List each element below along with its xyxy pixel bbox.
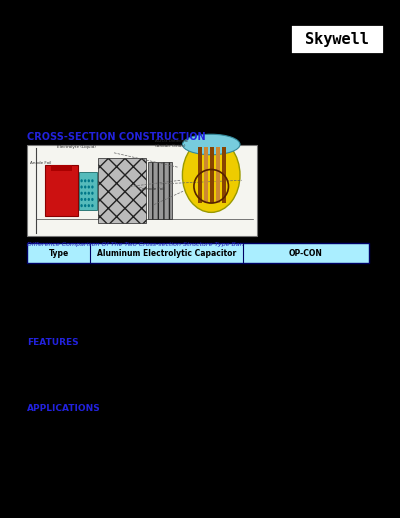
Bar (51, 165, 72, 171)
Circle shape (84, 192, 86, 195)
Circle shape (91, 192, 94, 195)
Text: Electrolyte (Liquid): Electrolyte (Liquid) (57, 145, 96, 149)
Circle shape (84, 198, 86, 201)
Circle shape (91, 185, 94, 189)
Bar (79, 172, 97, 210)
Bar (198, 147, 202, 203)
Circle shape (80, 192, 83, 195)
Circle shape (88, 185, 90, 189)
Text: APPLICATIONS: APPLICATIONS (27, 405, 101, 413)
Text: FEATURES: FEATURES (27, 338, 79, 347)
Circle shape (88, 204, 90, 207)
Circle shape (80, 198, 83, 201)
Bar (222, 147, 226, 203)
Text: Type: Type (49, 249, 69, 258)
Circle shape (84, 185, 86, 189)
Text: Skywell: Skywell (305, 32, 369, 47)
Bar (45, 165, 78, 216)
Bar (27, 243, 369, 263)
Bar (98, 158, 146, 223)
Circle shape (88, 179, 90, 182)
Circle shape (80, 204, 83, 207)
Bar (148, 162, 172, 219)
Circle shape (91, 204, 94, 207)
Text: Anode Foil: Anode Foil (30, 161, 52, 165)
Circle shape (80, 179, 83, 182)
Text: CROSS-SECTION CONSTRUCTION: CROSS-SECTION CONSTRUCTION (27, 132, 206, 142)
FancyBboxPatch shape (290, 24, 384, 54)
Text: Al2O3 Dielectric
(Anodic Oxide): Al2O3 Dielectric (Anodic Oxide) (155, 139, 188, 148)
Ellipse shape (182, 134, 240, 155)
Circle shape (88, 192, 90, 195)
Text: Cathode Foil: Cathode Foil (139, 187, 165, 191)
Circle shape (182, 138, 240, 212)
Bar (216, 147, 220, 203)
Text: OP-CON: OP-CON (289, 249, 323, 258)
FancyBboxPatch shape (27, 145, 257, 236)
Circle shape (80, 185, 83, 189)
Bar (210, 147, 214, 203)
Text: Difference Comparison Of The Two Cross-section Structure Type Bar.: Difference Comparison Of The Two Cross-s… (27, 242, 244, 247)
Circle shape (91, 179, 94, 182)
Circle shape (84, 179, 86, 182)
Text: Aluminum Electrolytic Capacitor: Aluminum Electrolytic Capacitor (97, 249, 236, 258)
Circle shape (88, 198, 90, 201)
Bar (204, 147, 208, 203)
Circle shape (84, 204, 86, 207)
Circle shape (91, 198, 94, 201)
